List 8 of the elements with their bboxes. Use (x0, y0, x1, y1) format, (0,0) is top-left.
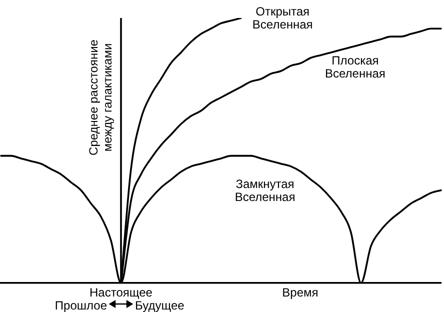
series-label: Замкнутая Вселенная (234, 176, 296, 204)
series-label: Открытая Вселенная (252, 4, 313, 32)
y-axis-title: Среднее расстояние между галактиками (86, 39, 114, 156)
text: Будущее (135, 298, 185, 312)
text: Прошлое (54, 298, 108, 312)
series-label: Плоская Вселенная (325, 54, 386, 81)
text: Настоящее (90, 285, 153, 300)
x-axis-title: Время (282, 285, 318, 300)
